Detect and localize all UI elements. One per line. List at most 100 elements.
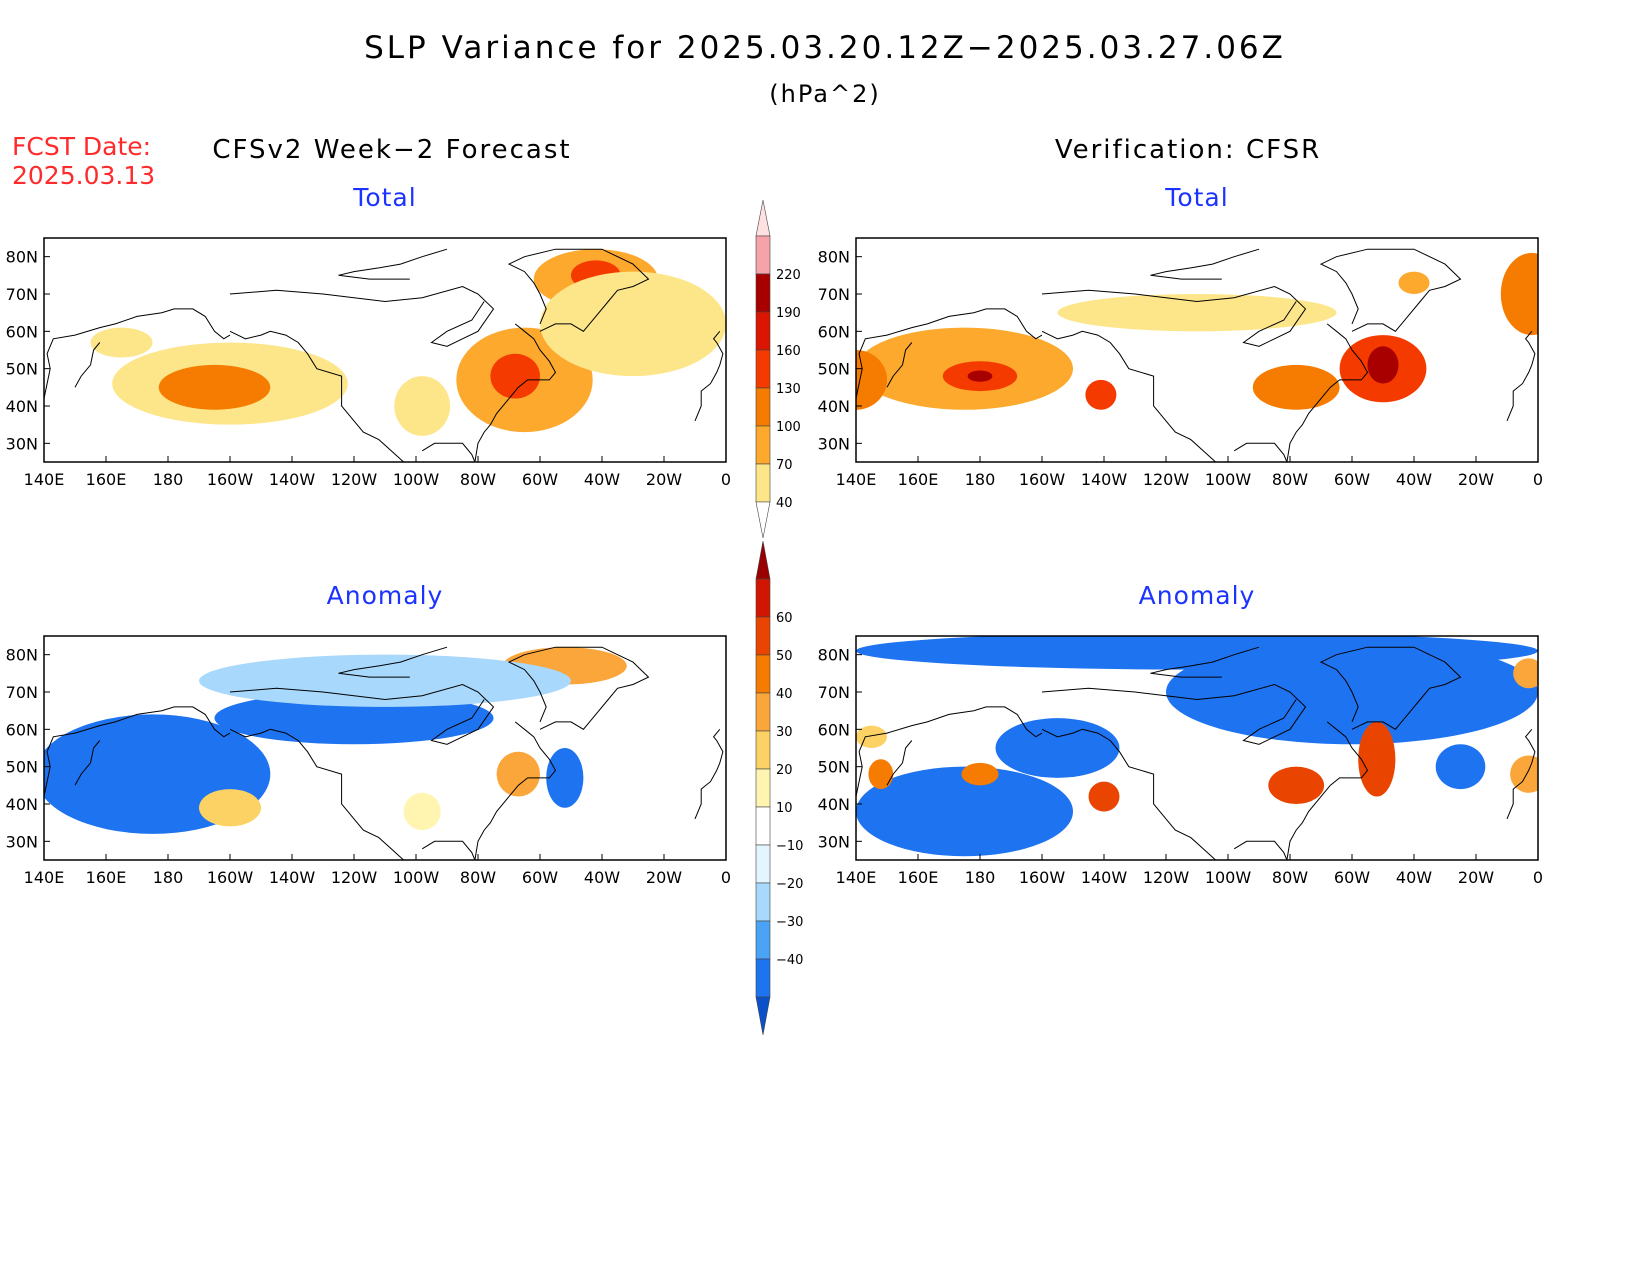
total-colorbar-label: 160 [776,344,801,359]
verification-total-lon-tick-label: 0 [1533,470,1543,489]
verification-anomaly-lat-tick-label: 70N [818,683,850,702]
verification-total-coastline-4 [1319,248,1462,332]
verification-total-lat-tick-label: 30N [818,434,850,453]
forecast-total-field-5 [490,353,540,399]
forecast-anomaly-lat-tick-label: 30N [6,832,38,851]
verification-anomaly-field-5 [1088,781,1120,812]
forecast-total-lon-tick-label: 180 [153,470,184,489]
anomaly-colorbar-swatch [755,616,771,656]
forecast-total-field-8 [540,271,726,377]
verification-total-coastline-5 [856,308,1043,399]
verification-anomaly-lon-tick-label: 120W [1143,868,1190,887]
verification-total-field-3 [856,350,887,410]
forecast-total-coastline-3 [474,323,557,462]
verification-total-panel: 140E 160E 180 160W 140W 120W 100W 80W 60W 40W 20W 0… [818,237,1543,489]
forecast-total-coastline-1 [229,330,404,462]
verification-anomaly-coastline-8 [1150,646,1260,678]
verification-anomaly-lat-tick-label: 40N [818,795,850,814]
anomaly-colorbar-label: 10 [776,801,793,816]
forecast-anomaly-coastline-3 [474,721,557,860]
verification-total-lat-tick-label: 60N [818,322,850,341]
forecast-anomaly-coastline-0 [229,683,495,745]
forecast-anomaly-lat-tick-label: 60N [6,720,38,739]
verification-total-coastline-1 [1041,330,1216,462]
verification-anomaly-field-10 [1513,658,1538,689]
forecast-total-lat-tick-label: 40N [6,397,38,416]
verification-anomaly-coastline-0 [1041,683,1307,745]
forecast-anomaly-field-3 [199,789,261,827]
verification-total-lon-tick-label: 160W [1019,470,1066,489]
forecast-anomaly-lon-tick-label: 160E [86,868,127,887]
total-colorbar-swatch [755,387,771,427]
verification-anomaly-lon-tick-label: 0 [1533,868,1543,887]
anomaly-colorbar-label: 30 [776,725,793,740]
verification-anomaly-coastline-7 [1506,728,1536,820]
anomaly-colorbar-label: 40 [776,687,793,702]
verification-total-coastline-2 [1233,442,1288,462]
total-colorbar-bottom-arrow [755,501,771,539]
figure-units: (hPa^2) [769,80,881,108]
forecast-anomaly-frame [43,635,727,861]
forecast-total-lat-tick-label: 30N [6,434,38,453]
forecast-total-lat-tick-label: 50N [6,360,38,379]
anomaly-colorbar-swatch [755,692,771,732]
forecast-anomaly-field-5 [496,751,540,797]
forecast-total-lat-tick-label: 70N [6,285,38,304]
verification-total-lon-tick-label: 100W [1205,470,1252,489]
fcst-date-value: 2025.03.13 [12,161,156,190]
forecast-total-lon-tick-label: 100W [393,470,440,489]
anomaly-colorbar-swatch [755,806,771,846]
verification-total-coastline-6 [886,342,913,388]
forecast-total-lon-tick-label: 160W [207,470,254,489]
verification-total-lon-tick-label: 40W [1396,470,1432,489]
anomaly-colorbar: 60 50 40 30 20 10 −10 −20 −30 −40 [755,540,803,1036]
verification-total-lat-tick-label: 50N [818,360,850,379]
forecast-anomaly-lon-tick-label: 140W [269,868,316,887]
verification-total-field-5 [1252,364,1340,410]
verification-anomaly-field-9 [856,725,887,748]
forecast-total-lon-tick-label: 160E [86,470,127,489]
forecast-anomaly-lon-tick-label: 120W [331,868,378,887]
total-colorbar-swatch [755,235,771,275]
verification-total-coastline-8 [1150,248,1260,280]
verification-anomaly-field-8 [868,759,894,790]
verification-total-field-7 [1367,346,1399,384]
anomaly-colorbar-label: 50 [776,649,793,664]
forecast-anomaly-lat-tick-label: 70N [6,683,38,702]
verification-anomaly-panel: 140E 160E 180 160W 140W 120W 100W 80W 60W 40W 20W 0… [818,635,1543,887]
verification-total-lon-tick-label: 60W [1334,470,1370,489]
anomaly-colorbar-label: −30 [776,915,803,930]
verification-anomaly-field-2 [856,766,1073,857]
forecast-total-coastline-4 [507,248,650,332]
forecast-anomaly-coastline-1 [229,728,404,860]
forecast-anomaly-lon-tick-label: 40W [584,868,620,887]
forecast-total-coastline-0 [229,285,495,347]
total-colorbar-swatch [755,311,771,351]
verification-total-lat-tick-label: 40N [818,397,850,416]
forecast-total-coastline-7 [694,330,724,422]
forecast-total-lat-tick-label: 80N [6,248,38,267]
verification-anomaly-field-3 [995,718,1120,778]
verification-anomaly-lon-tick-label: 40W [1396,868,1432,887]
total-colorbar-label: 130 [776,382,801,397]
forecast-total-coastline-5 [44,308,231,399]
verification-anomaly-lon-tick-label: 20W [1458,868,1494,887]
verification-total-title: Total [1165,183,1229,212]
verification-total-lat-tick-label: 80N [818,248,850,267]
figure-title: SLP Variance for 2025.03.20.12Z−2025.03.… [364,30,1286,66]
forecast-total-lon-tick-label: 120W [331,470,378,489]
anomaly-colorbar-label: −40 [776,953,803,968]
total-colorbar-swatch [755,463,771,503]
forecast-total-lat-tick-label: 60N [6,322,38,341]
forecast-anomaly-lat-tick-label: 50N [6,758,38,777]
verification-anomaly-field-6 [1268,766,1325,804]
total-colorbar-label: 40 [776,496,793,511]
total-colorbar-label: 100 [776,420,801,435]
forecast-total-field-3 [394,376,451,436]
verification-anomaly-lon-tick-label: 100W [1205,868,1252,887]
anomaly-colorbar-label: 60 [776,611,793,626]
forecast-total-coastline-8 [338,248,448,280]
verification-total-coastline-3 [1286,323,1369,462]
left-column-heading: CFSv2 Week−2 Forecast [212,135,572,165]
